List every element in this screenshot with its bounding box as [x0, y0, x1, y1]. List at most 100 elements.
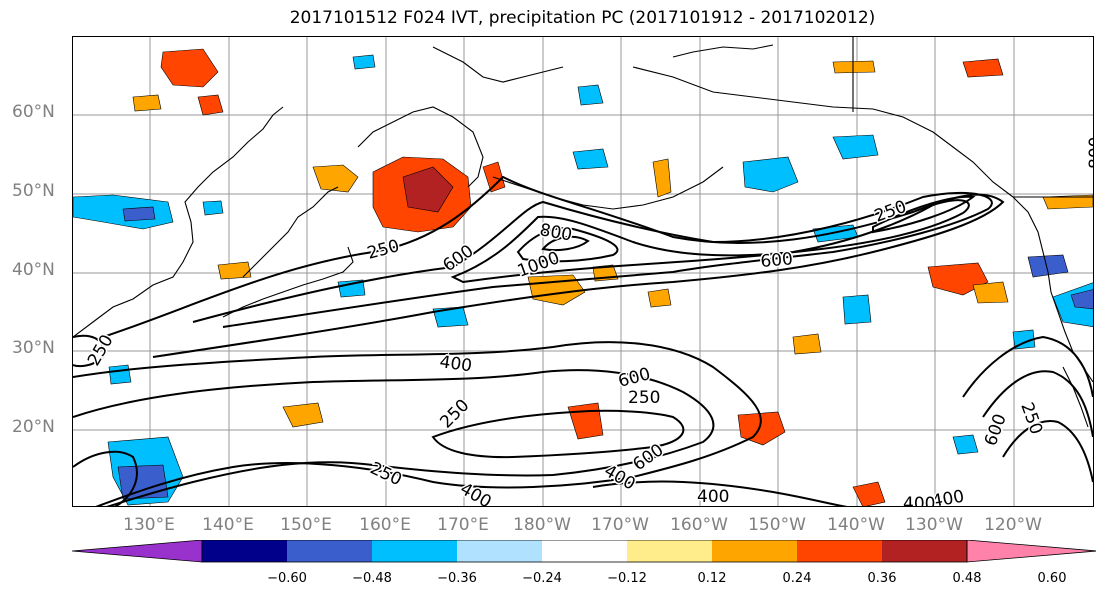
contour-600-north: [450, 199, 970, 284]
patch-pos: [132, 94, 162, 112]
patch-pos: [567, 402, 604, 440]
lon-label: 140°E: [202, 515, 254, 535]
contour-label: 400: [601, 461, 639, 495]
colorbar-segment: [372, 540, 457, 562]
colorbar-tick-label: −0.48: [352, 571, 392, 586]
contour-400-north: [192, 191, 993, 328]
contour-800-north: [516, 227, 619, 263]
colorbar-outline: [201, 540, 968, 563]
ivt-contours: [73, 175, 1093, 506]
contour-label: 600: [760, 249, 794, 272]
contour-250-west-loop: [73, 334, 105, 367]
contour-label: 400: [438, 352, 473, 376]
lon-label: 120°W: [984, 515, 1042, 535]
patch-pos: [282, 402, 324, 428]
colorbar-extend-max: [966, 540, 1096, 563]
colorbar-tick-label: 0.48: [952, 571, 982, 586]
lat-label: 30°N: [12, 338, 55, 358]
patch-neg: [122, 206, 156, 222]
patch-pos: [197, 94, 224, 116]
lon-label: 160°W: [670, 515, 728, 535]
contour-label: 250: [872, 197, 909, 227]
colorbar-segment: [882, 540, 967, 562]
contour-400-se: [592, 480, 848, 506]
contour-400-south: [73, 369, 715, 506]
patch-neg: [1027, 254, 1069, 278]
coast-siberia: [432, 46, 564, 83]
coast-bc: [1012, 196, 1049, 273]
colorbar-tick-label: −0.36: [437, 571, 477, 586]
colorbar-segment: [457, 540, 542, 562]
patch-neg: [117, 464, 169, 500]
contour-400-east: [982, 370, 1093, 438]
lon-label: 150°E: [280, 515, 332, 535]
colorbar-segment: [797, 540, 882, 562]
contour-label: 600: [439, 241, 477, 276]
patch-neg: [742, 156, 799, 193]
patch-pos: [647, 288, 672, 308]
contour-250-sw: [73, 450, 138, 506]
colorbar-segment: [287, 540, 372, 562]
colorbar-segment: [712, 540, 797, 562]
lon-label: 180°W: [513, 515, 571, 535]
patch-pos: [962, 58, 1004, 78]
patch-pos: [832, 60, 876, 74]
patch-pos: [792, 333, 822, 355]
contour-label: 400: [903, 494, 935, 507]
contour-label: 250: [628, 388, 660, 408]
lon-label: 130°E: [123, 515, 175, 535]
positive-precip-patches: [132, 48, 1093, 506]
patch-pos: [160, 48, 219, 88]
contour-250-north: [102, 175, 1005, 358]
patch-neg: [73, 194, 174, 230]
patch-pos: [737, 411, 786, 446]
patch-pos: [972, 281, 1009, 304]
contour-250-east: [962, 335, 1093, 398]
patch-neg: [432, 306, 469, 328]
lat-label: 20°N: [12, 417, 55, 437]
contour-label: 400: [457, 479, 495, 507]
contour-label: 600: [981, 411, 1011, 448]
coast-asia: [73, 106, 284, 338]
coast-kamchatka: [357, 106, 484, 188]
coast-alaska-south: [672, 44, 774, 58]
patch-neg: [108, 364, 132, 385]
map-canvas: 250 6008001000250600800400250250600400600…: [73, 37, 1094, 507]
patch-neg: [952, 434, 979, 455]
lon-label: 170°E: [437, 515, 489, 535]
colorbar-tick-label: −0.60: [267, 571, 307, 586]
colorbar-tick-label: 0.36: [867, 571, 897, 586]
colorbar-tick-label: 0.24: [782, 571, 812, 586]
colorbar-extend-min: [71, 540, 203, 563]
map-panel: 250 600 800 1000 250 600 800 400 250 250 600 400 600…: [72, 36, 1094, 507]
patch-pos: [402, 166, 454, 213]
patch-neg: [352, 54, 376, 70]
patch-neg: [832, 134, 879, 160]
coast-japan: [222, 246, 354, 318]
chart-title: 2017101512 F024 IVT, precipitation PC (2…: [289, 8, 876, 28]
lon-label: 170°W: [591, 515, 649, 535]
colorbar-tick-label: −0.12: [607, 571, 647, 586]
patch-neg: [842, 294, 872, 325]
colorbar-tick-label: 0.60: [1037, 571, 1067, 586]
coast-baja: [1062, 366, 1089, 428]
patch-neg: [577, 84, 604, 106]
lat-label: 50°N: [12, 181, 55, 201]
contour-label: 400: [930, 487, 965, 507]
contour-1000: [541, 235, 590, 252]
contour-800-east: [872, 195, 976, 234]
lat-label: 60°N: [12, 102, 55, 122]
patch-pos: [312, 164, 359, 193]
contour-label: 800: [1086, 137, 1094, 169]
contour-labels: 250 6008001000250600800400250250600400600…: [83, 135, 1094, 507]
colorbar-segment: [627, 540, 712, 562]
coast-alaska: [632, 66, 1014, 198]
contour-600-south: [431, 409, 685, 459]
patch-neg: [1070, 289, 1093, 310]
patch-neg: [572, 148, 609, 170]
lat-label: 40°N: [12, 260, 55, 280]
contour-label: 400: [697, 487, 729, 507]
lon-label: 150°W: [748, 515, 806, 535]
colorbar-segment: [202, 540, 287, 562]
colorbar-segment: [542, 540, 627, 562]
